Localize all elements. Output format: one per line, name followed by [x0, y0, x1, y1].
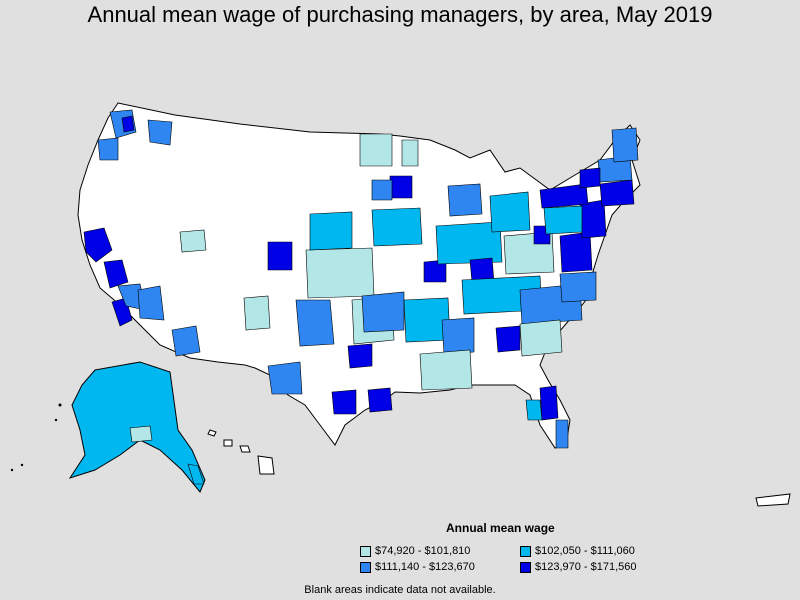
alaska-regions [129, 425, 205, 485]
legend-item-4: $123,970 - $171,560 [520, 561, 637, 573]
aleutian-islands [10, 403, 62, 472]
hawaii-shape [207, 429, 275, 475]
legend-title: Annual mean wage [446, 521, 555, 535]
legend-label-1: $74,920 - $101,810 [375, 545, 471, 557]
metro-areas [83, 109, 639, 449]
puerto-rico-shape [755, 493, 791, 507]
legend-label-3: $111,140 - $123,670 [375, 561, 475, 573]
blank-areas-note: Blank areas indicate data not available. [304, 584, 496, 596]
legend-label-4: $123,970 - $171,560 [535, 561, 637, 573]
legend-swatch-3 [360, 561, 371, 573]
legend-swatch-2 [520, 545, 531, 557]
legend-item-2: $102,050 - $111,060 [520, 545, 635, 557]
legend-swatch-4 [520, 561, 531, 573]
legend-label-2: $102,050 - $111,060 [535, 545, 635, 557]
legend-item-3: $111,140 - $123,670 [360, 561, 475, 573]
map-title: Annual mean wage of purchasing managers,… [87, 2, 713, 27]
legend-swatch-1 [360, 545, 371, 557]
legend-item-1: $74,920 - $101,810 [360, 545, 470, 557]
